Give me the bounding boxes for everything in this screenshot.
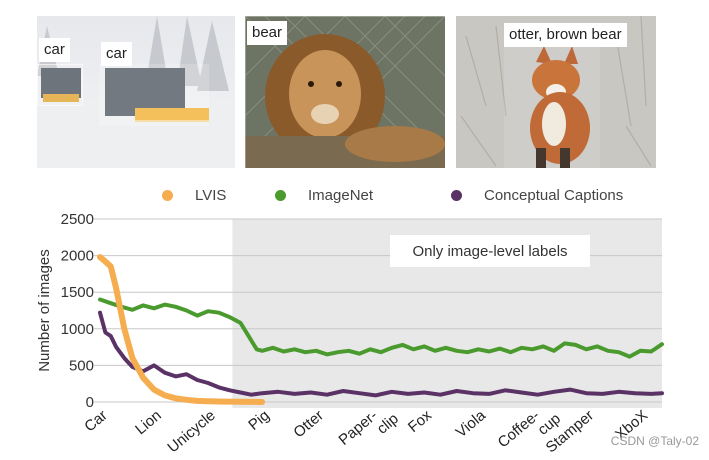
x-tick-label: Unicycle <box>164 407 218 456</box>
photo-otter: otter, brown bear <box>456 16 656 168</box>
x-tick-label: Otter <box>290 407 326 441</box>
legend-label-conceptual-captions: Conceptual Captions <box>484 186 624 204</box>
x-tick-label: Fox <box>405 407 435 436</box>
legend-item-conceptual-captions: Conceptual Captions <box>451 183 623 207</box>
legend: LVIS ImageNet Conceptual Captions <box>0 183 709 207</box>
otter-box <box>504 46 600 168</box>
series-line-conceptual-captions <box>98 310 664 398</box>
x-tick-label: Car <box>81 407 110 436</box>
y-tick-label: 0 <box>86 394 94 411</box>
label-car-1: car <box>39 38 70 62</box>
snow-plow-image <box>37 16 235 168</box>
y-axis-label: Number of images <box>36 249 53 372</box>
lion-image <box>245 16 445 168</box>
series-line-imagenet <box>98 297 664 359</box>
legend-dot-conceptual-captions <box>451 189 462 201</box>
legend-label-lvis: LVIS <box>195 186 227 204</box>
photo-car: car car <box>37 16 235 168</box>
car-box-3 <box>135 108 209 122</box>
y-tick-label: 500 <box>69 357 94 374</box>
label-car-2: car <box>101 42 132 66</box>
annotation-box <box>390 235 590 267</box>
y-tick-label: 2000 <box>61 248 94 265</box>
legend-item-imagenet: ImageNet <box>275 183 373 207</box>
y-tick-label: 1000 <box>61 321 94 338</box>
x-tick-label: Pig <box>245 407 273 434</box>
watermark: CSDN @Taly-02 <box>610 434 699 448</box>
photo-bear: bear <box>245 16 445 168</box>
legend-dot-lvis <box>162 189 173 201</box>
legend-dot-imagenet <box>275 189 286 201</box>
bear-box <box>245 16 445 168</box>
line-chart: 0 500 1000 1500 2000 2500 Number of images Only… <box>36 211 664 456</box>
series-line-lvis <box>97 254 266 405</box>
x-tick-label: Viola <box>453 406 490 441</box>
label-otter: otter, brown bear <box>504 23 627 47</box>
legend-item-lvis: LVIS <box>162 183 226 207</box>
label-bear: bear <box>247 21 288 45</box>
car-box-1 <box>37 64 83 106</box>
y-tick-label: 1500 <box>61 284 94 301</box>
y-tick-label: 2500 <box>61 211 94 228</box>
annotation-label: Only image-level labels <box>412 243 567 260</box>
legend-label-imagenet: ImageNet <box>308 186 374 204</box>
x-tick-label: Lion <box>132 407 165 438</box>
